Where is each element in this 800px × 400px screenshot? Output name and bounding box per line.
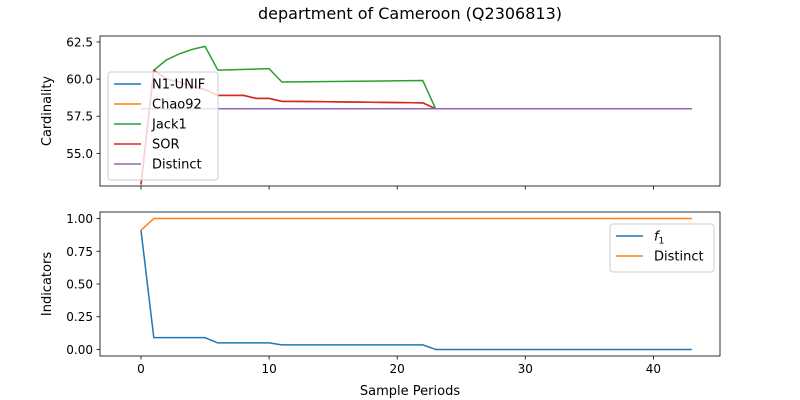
y-tick-label: 62.5	[66, 35, 93, 49]
cardinality-panel: 55.0 57.5 60.0 62.5 Cardinality N1-UNIF Chao92…	[40, 35, 721, 190]
x-tick-label: 20	[390, 362, 405, 376]
series-line-f1	[140, 230, 692, 351]
y-tick-label: 57.5	[66, 110, 93, 124]
series-line-n1-unif	[140, 69, 692, 185]
plot-frame	[99, 35, 721, 187]
legend-label-f1: f1	[654, 230, 664, 247]
series-lines	[140, 45, 692, 185]
legend: f1 Distinct	[609, 223, 715, 273]
legend-label-n1-unif: N1-UNIF	[152, 78, 205, 93]
series-line-distinct	[140, 217, 692, 231]
x-tick-label: 10	[261, 362, 276, 376]
legend-label-jack1: Jack1	[151, 118, 187, 133]
y-tick-label: 1.00	[66, 212, 93, 226]
legend-label-sor: SOR	[152, 138, 180, 153]
legend-box	[609, 223, 715, 273]
legend: N1-UNIF Chao92 Jack1 SOR Distinct	[107, 71, 219, 181]
legend-box	[107, 71, 219, 181]
series-line-chao92	[140, 69, 692, 185]
y-axis-label: Cardinality	[40, 76, 55, 147]
legend-label-distinct: Distinct	[654, 250, 704, 265]
legend-label-chao92: Chao92	[152, 98, 202, 113]
x-tick-label: 40	[646, 362, 661, 376]
y-tick-label: 55.0	[66, 147, 93, 161]
y-tick-label: 0.75	[66, 245, 93, 259]
x-tick-label: 30	[518, 362, 533, 376]
y-tick-label: 0.00	[66, 343, 93, 357]
series-lines	[140, 217, 692, 351]
series-line-sor	[140, 69, 692, 185]
x-tick-label: 0	[137, 362, 145, 376]
y-tick-label: 0.50	[66, 278, 93, 292]
series-line-jack1	[140, 45, 692, 185]
y-tick-label: 60.0	[66, 73, 93, 87]
legend-label-distinct: Distinct	[152, 158, 202, 173]
indicators-panel: 0 10 20 30 40 0.00 0.25 0.50 0.75 1.00 Indicators S…	[40, 211, 721, 399]
y-axis-label: Indicators	[40, 252, 55, 316]
figure-title: department of Cameroon (Q2306813)	[258, 4, 562, 23]
x-axis-label: Sample Periods	[360, 384, 460, 399]
y-tick-label: 0.25	[66, 310, 93, 324]
